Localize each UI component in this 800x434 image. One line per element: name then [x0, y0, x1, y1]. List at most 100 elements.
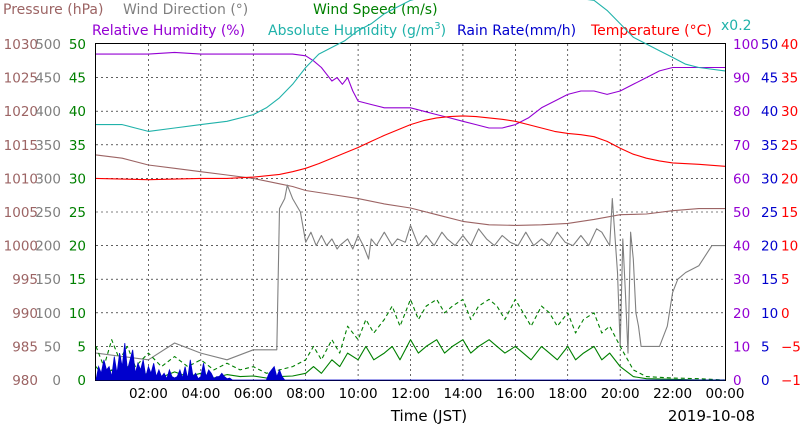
wind-speed-tick: 5	[77, 339, 86, 355]
relative-humidity-tick: 30	[733, 272, 750, 288]
relative-humidity-tick: 0	[733, 373, 742, 389]
x-tick: 08:00	[286, 386, 325, 402]
series-absolute-humidity-g-m3-x0-2	[96, 0, 726, 132]
x-tick: 04:00	[181, 386, 220, 402]
relative-humidity-legend: Relative Humidity (%)	[92, 23, 245, 39]
wind-direction-tick: 150	[35, 272, 61, 288]
x-tick: 16:00	[496, 386, 535, 402]
x-tick: 20:00	[601, 386, 640, 402]
x-tick: 18:00	[548, 386, 587, 402]
x-tick: 12:00	[391, 386, 430, 402]
series-wind-speed-max-m-s	[95, 298, 726, 381]
wind-speed-tick: 30	[69, 171, 86, 187]
x-tick: 14:00	[443, 386, 482, 402]
pressure-tick: 1015	[4, 138, 38, 154]
wind-direction-tick: 400	[35, 104, 61, 120]
relative-humidity-tick: 40	[733, 239, 750, 255]
x-tick: 10:00	[339, 386, 378, 402]
rain-rate-tick: 15	[761, 272, 778, 288]
wind-speed-tick: 0	[77, 373, 86, 389]
pressure-tick: 985	[12, 339, 38, 355]
pressure-tick: 1020	[4, 104, 38, 120]
series-wind-direction	[95, 184, 725, 361]
pressure-tick: 1025	[4, 71, 38, 87]
wind-speed-tick: 45	[69, 71, 86, 87]
rain-rate-tick: 20	[761, 239, 778, 255]
temperature-tick: 15	[781, 205, 798, 221]
wind-direction-tick: 0	[52, 373, 61, 389]
temperature-tick: 40	[781, 37, 798, 53]
pressure-tick: 980	[12, 373, 38, 389]
series-wind-speed-m-s	[95, 339, 725, 381]
pressure-legend: Pressure (hPa)	[3, 2, 103, 18]
x-tick: 00:00	[706, 386, 745, 402]
pressure-tick: 1005	[4, 205, 38, 221]
wind-direction-tick: 450	[35, 71, 61, 87]
pressure-tick: 1030	[4, 37, 38, 53]
rain-rate-tick: 50	[761, 37, 778, 53]
x-tick: 02:00	[129, 386, 168, 402]
wind-direction-tick: 50	[44, 339, 61, 355]
wind-speed-tick: 10	[69, 306, 86, 322]
rain-rate-tick: 30	[761, 171, 778, 187]
wind-speed-tick: 35	[69, 138, 86, 154]
absolute-humidity-legend-sup: 3	[434, 21, 440, 32]
wind-speed-tick: 40	[69, 104, 86, 120]
pressure-tick: 995	[12, 272, 38, 288]
rain-rate-tick: 10	[761, 306, 778, 322]
absolute-humidity-legend: Absolute Humidity (g/m3)	[268, 21, 446, 39]
rain-rate-tick: 45	[761, 71, 778, 87]
temperature-tick: 30	[781, 104, 798, 120]
wind-direction-tick: 350	[35, 138, 61, 154]
wind-speed-tick: 20	[69, 239, 86, 255]
x-axis-label: Time (JST)	[390, 407, 467, 425]
date-label: 2019-10-08	[668, 407, 755, 425]
wind-speed-legend: Wind Speed (m/s)	[313, 2, 438, 18]
series-pressure-hpa	[95, 154, 725, 226]
wind-speed-tick: 15	[69, 272, 86, 288]
series-layer	[95, 0, 726, 381]
series-rain-rate-mm-h	[95, 342, 725, 381]
relative-humidity-tick: 90	[733, 71, 750, 87]
relative-humidity-tick: 50	[733, 205, 750, 221]
rain-rate-tick: 0	[761, 373, 770, 389]
rain-rate-tick: 35	[761, 138, 778, 154]
wind-speed-tick: 50	[69, 37, 86, 53]
wind-direction-tick: 200	[35, 239, 61, 255]
series-temperature-c	[95, 115, 726, 181]
plot-frame	[95, 43, 726, 381]
wind-direction-tick: 300	[35, 171, 61, 187]
rain-rate-tick: 40	[761, 104, 778, 120]
pressure-tick: 1000	[4, 239, 38, 255]
relative-humidity-tick: 80	[733, 104, 750, 120]
x-tick: 22:00	[653, 386, 692, 402]
temperature-tick: 25	[781, 138, 798, 154]
grid	[96, 44, 725, 380]
relative-humidity-tick: 100	[733, 37, 759, 53]
absolute-humidity-legend-text: Absolute Humidity (g/m	[268, 23, 434, 39]
absolute-humidity-legend-close: )	[441, 23, 446, 39]
rain-rate-tick: 5	[761, 339, 770, 355]
relative-humidity-tick: 70	[733, 138, 750, 154]
relative-humidity-tick: 20	[733, 306, 750, 322]
wind-direction-tick: 100	[35, 306, 61, 322]
tick-labels: 1030102510201015101010051000995990985980…	[4, 37, 800, 402]
temperature-legend: Temperature (°C)	[590, 23, 712, 39]
temperature-tick: −5	[781, 339, 800, 355]
rain-rate-tick: 25	[761, 205, 778, 221]
wind-direction-tick: 250	[35, 205, 61, 221]
pressure-tick: 990	[12, 306, 38, 322]
rain-rate-legend: Rain Rate(mm/h)	[457, 23, 576, 39]
x-tick: 06:00	[234, 386, 273, 402]
temperature-tick: −10	[781, 373, 800, 389]
temperature-tick: 20	[781, 171, 798, 187]
wind-speed-tick: 25	[69, 205, 86, 221]
pressure-tick: 1010	[4, 171, 38, 187]
wind-direction-legend: Wind Direction (°)	[123, 2, 248, 18]
temperature-tick: 0	[781, 306, 790, 322]
relative-humidity-tick: 10	[733, 339, 750, 355]
series-relative-humidity	[96, 51, 725, 129]
temperature-tick: 5	[781, 272, 790, 288]
temperature-tick: 35	[781, 71, 798, 87]
